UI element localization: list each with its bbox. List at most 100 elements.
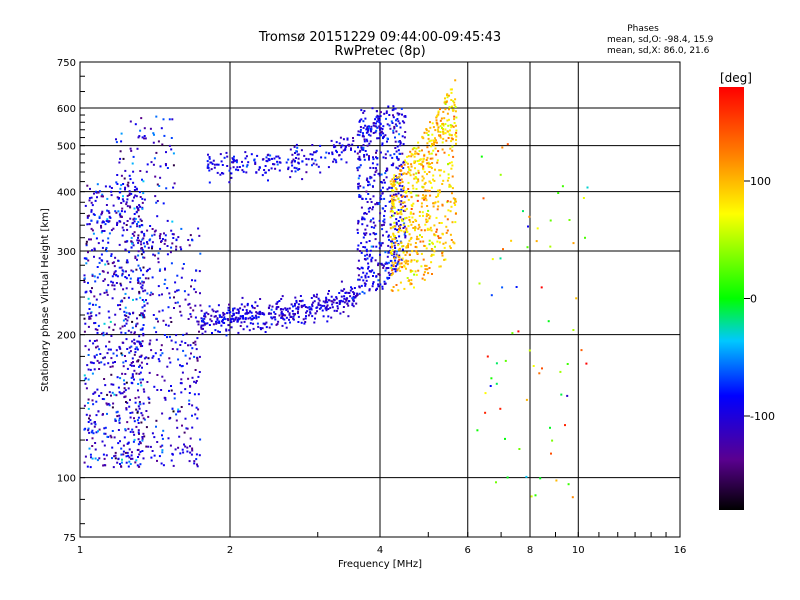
data-point: [162, 118, 165, 121]
data-point: [211, 308, 214, 311]
data-point: [98, 306, 101, 309]
data-point: [372, 217, 375, 220]
data-point: [227, 309, 230, 312]
data-point: [403, 186, 405, 189]
data-point: [128, 192, 131, 195]
data-point: [155, 338, 158, 341]
data-point: [136, 317, 138, 320]
data-point: [340, 151, 343, 154]
data-point: [117, 386, 120, 389]
data-point: [506, 143, 509, 146]
data-point: [438, 222, 441, 224]
data-point: [156, 215, 159, 218]
data-point: [442, 124, 445, 127]
data-point: [144, 289, 147, 292]
data-point: [403, 121, 406, 124]
data-point: [139, 345, 142, 348]
data-point: [401, 181, 404, 183]
data-point: [121, 234, 124, 237]
data-point: [375, 129, 378, 132]
data-point: [131, 222, 134, 225]
data-point: [107, 348, 110, 351]
data-point: [134, 401, 137, 404]
data-point: [378, 247, 381, 250]
data-point: [375, 156, 377, 159]
data-point: [432, 242, 434, 245]
data-point: [126, 319, 129, 322]
data-point: [253, 159, 256, 162]
data-point: [115, 411, 118, 414]
data-point: [159, 349, 162, 351]
data-point: [394, 247, 397, 249]
colorbar-label: [deg]: [720, 71, 752, 85]
data-point: [152, 253, 155, 256]
data-point: [171, 242, 174, 245]
data-point: [262, 322, 265, 325]
data-point: [143, 390, 146, 393]
data-point: [118, 243, 121, 246]
data-point: [86, 216, 89, 219]
data-point: [426, 227, 429, 230]
data-point: [486, 355, 489, 358]
data-point: [400, 210, 403, 213]
data-point: [124, 451, 127, 454]
data-point: [449, 124, 452, 127]
data-point: [151, 241, 154, 244]
data-point: [120, 352, 123, 355]
data-point: [216, 317, 219, 320]
data-point: [118, 161, 121, 164]
data-point: [182, 349, 185, 352]
data-point: [127, 454, 130, 457]
data-point: [377, 273, 380, 276]
data-point: [287, 158, 290, 161]
data-point: [133, 231, 136, 234]
data-point: [214, 315, 217, 318]
data-point: [393, 153, 396, 156]
data-point: [393, 212, 396, 215]
data-point: [431, 143, 434, 146]
data-point: [407, 198, 410, 201]
data-point: [276, 301, 279, 304]
data-point: [123, 436, 126, 439]
data-point: [189, 445, 191, 448]
data-point: [226, 318, 229, 320]
data-point: [341, 290, 344, 292]
data-point: [204, 330, 207, 333]
data-point: [83, 274, 86, 277]
data-point: [336, 151, 338, 154]
data-point: [89, 419, 92, 422]
data-point: [244, 157, 247, 160]
data-point: [363, 138, 366, 141]
data-point: [137, 359, 140, 362]
data-point: [350, 147, 352, 150]
data-points: [83, 79, 589, 499]
data-point: [394, 178, 397, 181]
data-point: [403, 287, 406, 290]
data-point: [160, 344, 163, 347]
data-point: [412, 202, 415, 205]
data-point: [194, 413, 197, 416]
data-point: [166, 245, 169, 247]
data-point: [197, 408, 200, 411]
data-point: [114, 210, 117, 213]
data-point: [417, 153, 420, 156]
data-point: [167, 306, 170, 309]
data-point: [119, 304, 122, 306]
data-point: [165, 151, 167, 154]
data-point: [118, 266, 121, 269]
data-point: [305, 311, 307, 314]
data-point: [173, 182, 176, 185]
data-point: [110, 394, 112, 397]
data-point: [189, 306, 192, 309]
data-point: [297, 310, 299, 313]
data-point: [107, 220, 110, 223]
data-point: [564, 424, 566, 427]
data-point: [198, 234, 201, 237]
data-point: [401, 195, 404, 198]
data-point: [404, 195, 407, 198]
data-point: [152, 355, 155, 358]
data-point: [208, 157, 211, 160]
data-point: [335, 149, 338, 152]
data-point: [422, 177, 425, 180]
data-point: [90, 291, 93, 294]
